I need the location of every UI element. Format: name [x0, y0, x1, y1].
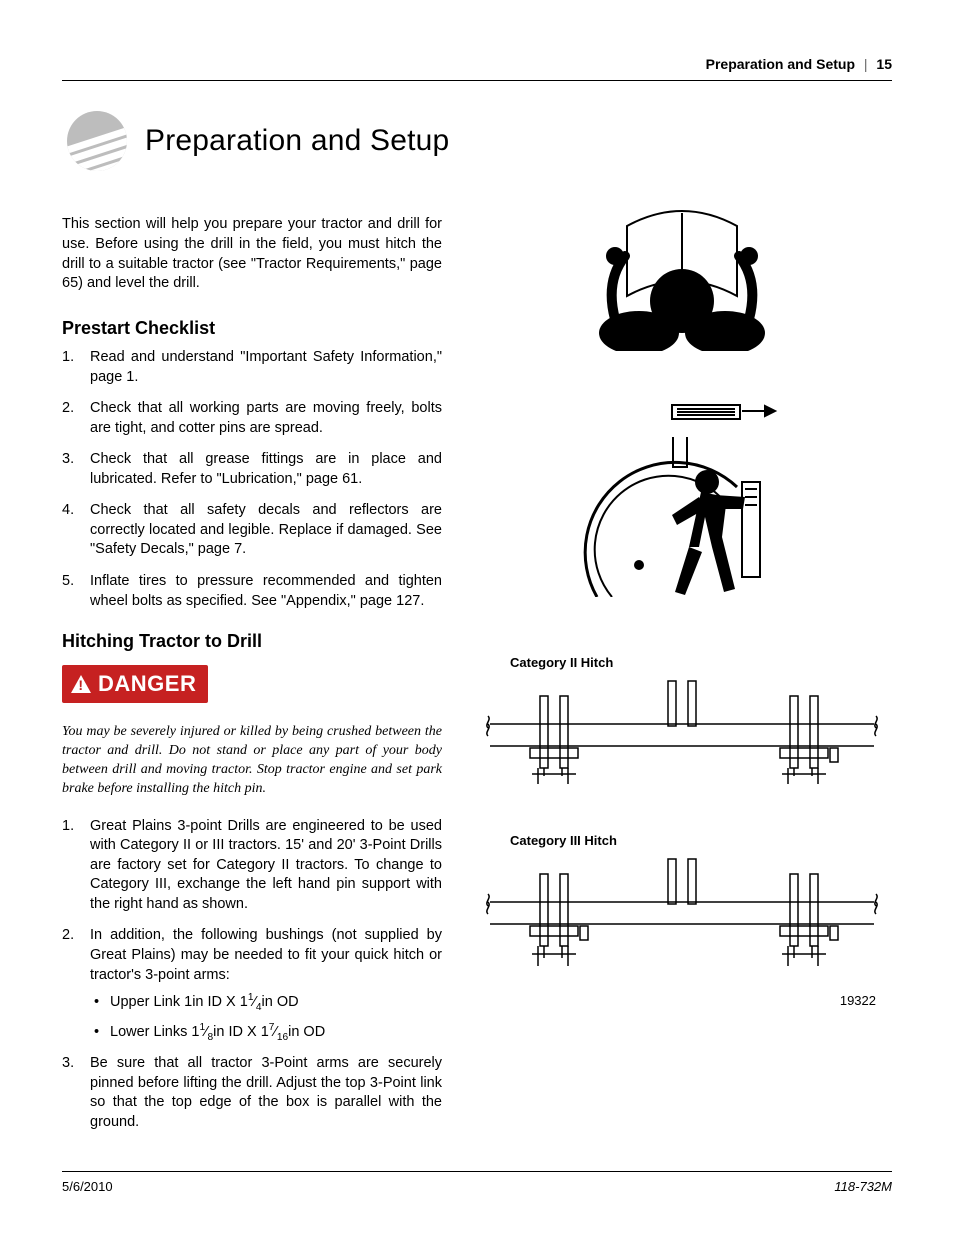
bushing-upper: Upper Link 1in ID X 11⁄4in OD: [90, 993, 442, 1013]
top-rule: [62, 80, 892, 81]
content-columns: This section will help you prepare your …: [62, 201, 892, 1151]
cat2-diagram: [482, 676, 882, 796]
figure-reader: [472, 201, 892, 358]
tire-person-icon: [577, 397, 787, 597]
bottom-rule: [62, 1171, 892, 1172]
intro-paragraph: This section will help you prepare your …: [62, 215, 442, 293]
txt: in OD: [262, 994, 299, 1010]
txt: in OD: [288, 1024, 325, 1040]
prestart-heading: Prestart Checklist: [62, 316, 442, 340]
list-item: Be sure that all tractor 3-Point arms ar…: [62, 1054, 442, 1132]
right-column: Category II Hitch: [472, 201, 892, 1151]
figure-tire: [472, 397, 892, 604]
item-text: In addition, the following bushings (not…: [90, 927, 442, 982]
cat3-label: Category III Hitch: [510, 832, 892, 850]
danger-badge: ! DANGER: [62, 665, 208, 703]
figure-number: 19322: [472, 992, 876, 1010]
list-item: Read and understand "Important Safety In…: [62, 348, 442, 387]
bushing-list: Upper Link 1in ID X 11⁄4in OD Lower Link…: [90, 993, 442, 1042]
list-item: Check that all working parts are moving …: [62, 399, 442, 438]
frac-num: 1: [248, 992, 254, 1003]
txt: Upper Link 1in ID X 1: [110, 994, 248, 1010]
page: Preparation and Setup | 15 Preparation a…: [0, 0, 954, 1235]
txt: Lower Links 1: [110, 1024, 199, 1040]
reader-icon: [567, 201, 797, 351]
left-column: This section will help you prepare your …: [62, 201, 442, 1151]
list-item: Inflate tires to pressure recommended an…: [62, 572, 442, 611]
danger-label: DANGER: [98, 669, 196, 699]
running-header: Preparation and Setup | 15: [62, 55, 892, 74]
list-item: Check that all grease fittings are in pl…: [62, 450, 442, 489]
header-page-number: 15: [876, 56, 892, 72]
header-section: Preparation and Setup: [706, 56, 855, 72]
danger-text: You may be severely injured or killed by…: [62, 723, 442, 799]
title-block: Preparation and Setup: [67, 111, 892, 171]
figure-cat2: Category II Hitch: [472, 654, 892, 802]
hitching-heading: Hitching Tractor to Drill: [62, 629, 442, 653]
page-title: Preparation and Setup: [145, 121, 449, 162]
cat2-label: Category II Hitch: [510, 654, 892, 672]
list-item: Check that all safety decals and reflect…: [62, 501, 442, 560]
footer-date: 5/6/2010: [62, 1178, 113, 1196]
hitching-list: Great Plains 3-point Drills are engineer…: [62, 817, 442, 1133]
figure-cat3: Category III Hitch: [472, 832, 892, 1010]
bushing-lower: Lower Links 11⁄8in ID X 17⁄16in OD: [90, 1023, 442, 1043]
frac-num: 7: [269, 1022, 275, 1033]
warning-icon: !: [70, 674, 92, 694]
cat3-diagram: [482, 854, 882, 984]
footer-doc-number: 118-732M: [834, 1178, 892, 1196]
prestart-list: Read and understand "Important Safety In…: [62, 348, 442, 611]
list-item: In addition, the following bushings (not…: [62, 926, 442, 1042]
header-separator: |: [864, 56, 868, 72]
frac-den: 16: [277, 1032, 288, 1043]
frac-num: 1: [199, 1022, 205, 1033]
list-item: Great Plains 3-point Drills are engineer…: [62, 817, 442, 915]
section-icon: [67, 111, 127, 171]
txt: in ID X 1: [213, 1024, 269, 1040]
footer: 5/6/2010 118-732M: [62, 1178, 892, 1196]
svg-text:!: !: [78, 677, 83, 693]
